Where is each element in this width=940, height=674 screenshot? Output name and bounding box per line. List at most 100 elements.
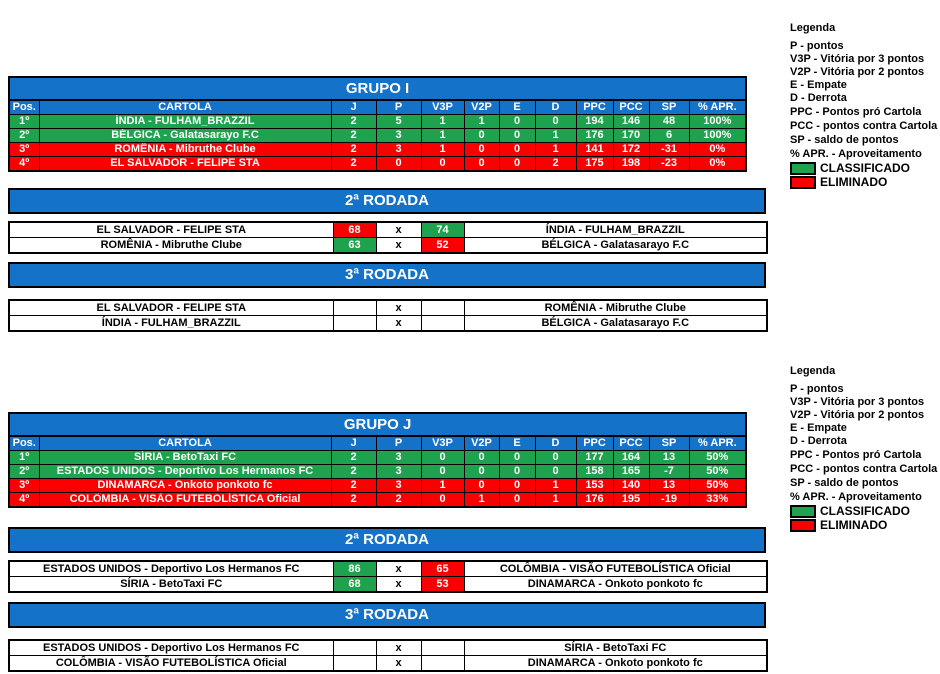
standings-cell: 176 xyxy=(575,492,614,508)
column-header: Pos. xyxy=(8,435,40,451)
standings-cell: 0 xyxy=(463,142,500,157)
standings-cell: 153 xyxy=(575,478,614,493)
column-header: Pos. xyxy=(8,99,40,115)
matches-table-grupo-j-rodada-3: ESTADOS UNIDOS - Deportivo Los Hermanos … xyxy=(8,639,768,672)
column-header: E xyxy=(498,435,536,451)
home-team-cell: EL SALVADOR - FELIPE STA xyxy=(8,299,334,316)
away-team-cell: BÉLGICA - Galatasarayo F.C xyxy=(463,237,768,254)
standings-cell: 0 xyxy=(420,156,465,172)
standings-cell: 0 xyxy=(498,492,536,508)
home-score-cell xyxy=(332,639,377,656)
standings-cell: 3 xyxy=(375,464,422,479)
legend-item: V3P - Vitória por 3 pontos xyxy=(790,396,925,408)
match-row: ESTADOS UNIDOS - Deportivo Los Hermanos … xyxy=(8,639,768,656)
standings-cell: -31 xyxy=(648,142,690,157)
standings-cell: 158 xyxy=(575,464,614,479)
standings-cell: 2 xyxy=(330,492,377,508)
standings-cell: 0 xyxy=(534,114,577,129)
match-row: EL SALVADOR - FELIPE STA x ROMÊNIA - Mib… xyxy=(8,299,768,316)
column-header: P xyxy=(375,435,422,451)
home-team-cell: ESTADOS UNIDOS - Deportivo Los Hermanos … xyxy=(8,639,334,656)
standings-cell: 2 xyxy=(375,492,422,508)
matches-table-grupo-i-rodada-2: EL SALVADOR - FELIPE STA 68 x 74 ÍNDIA -… xyxy=(8,221,768,254)
standings-cell: 172 xyxy=(612,142,650,157)
away-score-cell: 52 xyxy=(420,237,465,254)
standings-table-grupo-i: GRUPO I Pos. CARTOLA J P V3P V2P E D PPC… xyxy=(8,76,748,172)
standings-cell: 175 xyxy=(575,156,614,172)
classified-swatch xyxy=(790,504,816,518)
home-team-cell: ÍNDIA - FULHAM_BRAZZIL xyxy=(8,315,334,332)
round-banner: 2ª RODADA xyxy=(8,188,766,214)
round-banner: 2ª RODADA xyxy=(8,527,766,553)
away-score-cell xyxy=(420,655,465,672)
away-team-cell: DINAMARCA - Onkoto ponkoto fc xyxy=(463,576,768,593)
legend-item: V2P - Vitória por 2 pontos xyxy=(790,66,925,78)
x-separator: x xyxy=(375,576,422,593)
column-header: E xyxy=(498,99,536,115)
standings-cell: 1 xyxy=(534,478,577,493)
legend-item: PCC - pontos contra Cartola xyxy=(790,120,938,132)
standings-cell: 0 xyxy=(498,450,536,465)
home-team-cell: EL SALVADOR - FELIPE STA xyxy=(8,221,334,238)
legend-item: P - pontos xyxy=(790,40,844,52)
standings-cell: 0 xyxy=(498,128,536,143)
standings-cell: 195 xyxy=(612,492,650,508)
standings-row: 1º SÍRIA - BetoTaxi FC 2 3 0 0 0 0 177 1… xyxy=(8,450,747,465)
standings-cell: BÉLGICA - Galatasarayo F.C xyxy=(38,128,332,143)
standings-cell: 2 xyxy=(330,478,377,493)
standings-cell: 1 xyxy=(463,492,500,508)
standings-cell: 3 xyxy=(375,142,422,157)
standings-cell: 0 xyxy=(534,450,577,465)
standings-cell: 1º xyxy=(8,114,40,129)
standings-cell: 0 xyxy=(463,156,500,172)
group-title-row: GRUPO I xyxy=(8,76,747,101)
x-separator: x xyxy=(375,237,422,254)
classified-label: CLASSIFICADO xyxy=(820,504,910,518)
standings-row: 1º ÍNDIA - FULHAM_BRAZZIL 2 5 1 1 0 0 19… xyxy=(8,114,747,129)
standings-cell: 3º xyxy=(8,142,40,157)
column-header: CARTOLA xyxy=(38,435,332,451)
x-separator: x xyxy=(375,560,422,577)
eliminated-label: ELIMINADO xyxy=(820,518,888,532)
standings-cell: ROMÊNIA - Mibruthe Clube xyxy=(38,142,332,157)
away-score-cell xyxy=(420,639,465,656)
x-separator: x xyxy=(375,655,422,672)
standings-cell: 3º xyxy=(8,478,40,493)
x-separator: x xyxy=(375,315,422,332)
standings-cell: 0 xyxy=(498,478,536,493)
legend-eliminated-row: ELIMINADO xyxy=(790,175,940,189)
standings-cell: COLÔMBIA - VISÃO FUTEBOLÍSTICA Oficial xyxy=(38,492,332,508)
home-team-cell: SÍRIA - BetoTaxi FC xyxy=(8,576,334,593)
home-score-cell xyxy=(332,315,377,332)
standings-cell: 0% xyxy=(688,156,747,172)
column-header: % APR. xyxy=(688,435,747,451)
standings-cell: 50% xyxy=(688,464,747,479)
round-banner: 3ª RODADA xyxy=(8,602,766,628)
standings-cell: 0 xyxy=(420,464,465,479)
legend-item: PPC - Pontos pró Cartola xyxy=(790,106,922,118)
legend-item: D - Derrota xyxy=(790,435,847,447)
standings-cell: EL SALVADOR - FELIPE STA xyxy=(38,156,332,172)
legend-item: PPC - Pontos pró Cartola xyxy=(790,449,922,461)
standings-cell: SÍRIA - BetoTaxi FC xyxy=(38,450,332,465)
column-header: SP xyxy=(648,99,690,115)
matches-table-grupo-j-rodada-2: ESTADOS UNIDOS - Deportivo Los Hermanos … xyxy=(8,560,768,593)
legend-item: P - pontos xyxy=(790,383,844,395)
legend-classified-row: CLASSIFICADO xyxy=(790,161,940,175)
standings-cell: 0 xyxy=(463,464,500,479)
column-header: % APR. xyxy=(688,99,747,115)
away-score-cell: 53 xyxy=(420,576,465,593)
standings-cell: 3 xyxy=(375,450,422,465)
standings-cell: 5 xyxy=(375,114,422,129)
column-header: V2P xyxy=(463,435,500,451)
column-header: PCC xyxy=(612,99,650,115)
legend-grupo-i: Legenda P - pontos V3P - Vitória por 3 p… xyxy=(790,22,940,189)
matches-table-grupo-i-rodada-3: EL SALVADOR - FELIPE STA x ROMÊNIA - Mib… xyxy=(8,299,768,332)
standings-cell: 1º xyxy=(8,450,40,465)
standings-cell: 1 xyxy=(420,478,465,493)
standings-cell: 0 xyxy=(498,156,536,172)
away-team-cell: DINAMARCA - Onkoto ponkoto fc xyxy=(463,655,768,672)
column-header: D xyxy=(534,435,577,451)
standings-cell: 1 xyxy=(534,142,577,157)
home-score-cell xyxy=(332,299,377,316)
